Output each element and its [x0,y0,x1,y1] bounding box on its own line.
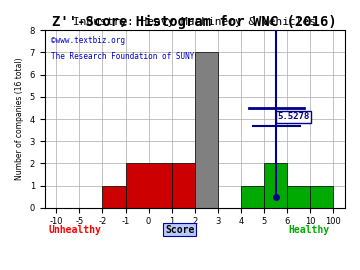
Text: Healthy: Healthy [288,225,329,235]
Text: Unhealthy: Unhealthy [48,225,101,235]
Text: The Research Foundation of SUNY: The Research Foundation of SUNY [51,52,194,60]
Y-axis label: Number of companies (16 total): Number of companies (16 total) [15,58,24,180]
Text: Score: Score [165,225,194,235]
Text: 5.5278: 5.5278 [278,112,310,121]
Text: ©www.textbiz.org: ©www.textbiz.org [51,36,125,45]
Bar [172,163,195,208]
Text: Industry: Heavy Machinery & Vehicles: Industry: Heavy Machinery & Vehicles [73,17,316,27]
Bar [310,185,333,208]
Bar [264,163,287,208]
Bar [102,185,126,208]
Bar [241,185,264,208]
Bar [287,185,310,208]
Bar [126,163,172,208]
Bar [195,52,218,208]
Title: Z''-Score Histogram for WNC (2016): Z''-Score Histogram for WNC (2016) [53,15,337,29]
